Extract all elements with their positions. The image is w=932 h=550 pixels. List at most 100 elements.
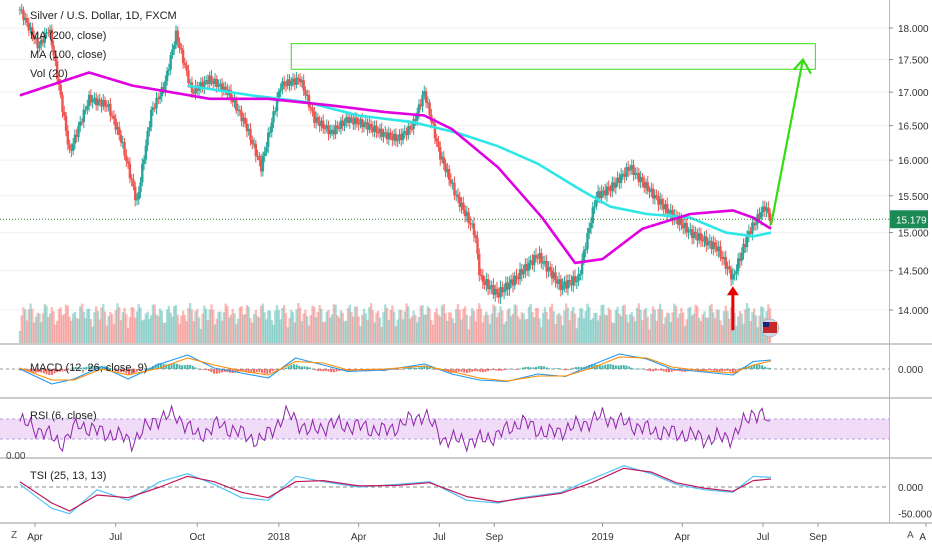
candle-body — [449, 179, 453, 184]
volume-bar — [719, 320, 722, 343]
candle-body — [609, 190, 612, 192]
candle-body — [126, 161, 130, 164]
volume-bar — [54, 324, 57, 343]
macd-histogram-bar — [141, 368, 144, 370]
candle-body — [658, 198, 662, 205]
candle-body — [261, 156, 265, 172]
volume-bar — [18, 331, 22, 343]
candle-body — [375, 125, 378, 133]
volume-bar — [68, 316, 71, 343]
rsi-band — [0, 419, 889, 439]
candle-body — [272, 111, 275, 123]
candle-body — [231, 98, 234, 103]
macd-histogram-bar — [558, 368, 561, 370]
volume-bar — [236, 318, 240, 343]
volume-bar — [302, 313, 305, 343]
flag-stripes — [763, 322, 777, 333]
candle-body — [403, 131, 406, 133]
volume-bar — [93, 312, 96, 343]
arrows — [726, 57, 812, 331]
candle-body — [348, 117, 351, 123]
zoom-button[interactable]: Z — [11, 530, 18, 541]
candle-body — [641, 177, 644, 182]
volume-bar — [541, 312, 545, 343]
volume-bar — [364, 313, 367, 343]
candle-body — [178, 42, 181, 49]
volume-bar — [423, 314, 426, 343]
macd-histogram-bar — [287, 366, 290, 369]
volume-bar — [424, 314, 428, 343]
candle-body — [102, 99, 105, 107]
candle-body — [524, 264, 527, 272]
candle-body — [286, 79, 289, 86]
macd-histogram-bar — [173, 363, 176, 369]
candle-body — [93, 97, 96, 100]
rsi-line — [19, 404, 771, 453]
candle-body — [188, 82, 192, 84]
macd-histogram-bar — [213, 369, 216, 374]
volume-bar — [678, 313, 681, 343]
volume-bar — [80, 303, 84, 343]
volume-bar — [217, 311, 220, 343]
macd-histogram-bar — [723, 369, 726, 371]
candle-body — [70, 148, 73, 151]
candle-body — [135, 199, 139, 201]
volume-bar — [614, 310, 618, 343]
candle-body — [517, 277, 520, 280]
candle-body — [476, 238, 479, 254]
volume-bar — [389, 310, 392, 343]
candle-body — [180, 48, 183, 50]
candle-body — [428, 102, 431, 115]
candle-body — [690, 229, 694, 239]
volume-bar — [573, 313, 577, 343]
last-price-box — [890, 210, 928, 229]
volume-bar — [384, 304, 387, 343]
macd-histogram-bar — [324, 369, 327, 372]
volume-bar — [141, 320, 144, 343]
time-tick-label: 2018 — [268, 532, 291, 543]
volume-bar — [345, 320, 348, 343]
tsi-pane: 0.000 -50.000 — [0, 465, 932, 521]
candle-body — [423, 91, 426, 95]
candle-body — [531, 260, 534, 266]
candle-body — [653, 195, 657, 199]
green-arrow-shaft — [769, 59, 805, 226]
candle-body — [616, 177, 619, 183]
volume-bar — [125, 314, 128, 343]
volume-bar — [31, 308, 34, 343]
volume-bar — [274, 310, 277, 343]
volume-bar — [400, 310, 403, 343]
volume-bar — [568, 320, 571, 343]
volume-bar — [327, 309, 330, 343]
macd-histogram-bar — [660, 369, 663, 371]
macd-histogram-bar — [622, 365, 625, 369]
candle-body — [405, 131, 408, 136]
macd-histogram-bar — [500, 369, 503, 371]
volume-bar — [710, 303, 713, 343]
candle-body — [715, 246, 719, 252]
macd-histogram-bar — [564, 369, 567, 371]
candle-body — [547, 267, 550, 272]
volume-bar — [48, 313, 52, 343]
volume-bar — [549, 306, 552, 343]
auto-scale-button[interactable]: A — [907, 530, 914, 541]
candle-body — [84, 109, 87, 111]
volume-bar — [291, 312, 295, 343]
volume-bar — [261, 303, 265, 343]
candle-body — [515, 275, 518, 278]
candle-body — [575, 280, 579, 283]
candle-body — [119, 134, 123, 143]
volume-bar — [410, 316, 414, 343]
volume-bar — [680, 307, 683, 343]
volume-bar — [474, 321, 477, 343]
macd-histogram-bar — [210, 369, 213, 373]
volume-bar — [240, 305, 243, 343]
volume-bar — [146, 311, 149, 343]
macd-histogram-bar — [42, 369, 45, 374]
candle-body — [366, 122, 369, 130]
candle-body — [110, 115, 114, 117]
macd-histogram-bar — [167, 364, 170, 369]
volume-bar — [194, 311, 197, 343]
volume-bar — [196, 308, 199, 343]
macd-histogram-bar — [127, 369, 130, 375]
